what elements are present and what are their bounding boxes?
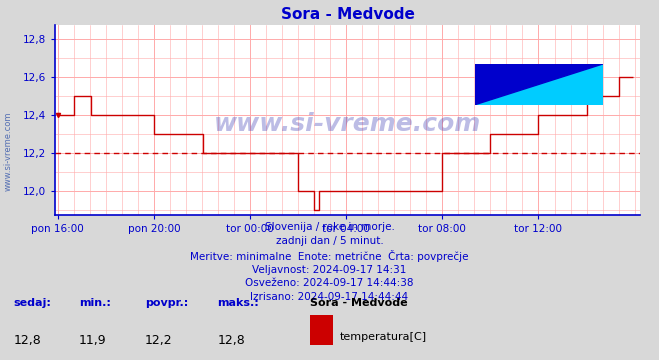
Text: Slovenija / reke in morje.: Slovenija / reke in morje. [264,222,395,233]
Text: www.si-vreme.com: www.si-vreme.com [214,112,481,136]
Text: Osveženo: 2024-09-17 14:44:38: Osveženo: 2024-09-17 14:44:38 [245,278,414,288]
Text: zadnji dan / 5 minut.: zadnji dan / 5 minut. [275,236,384,246]
Text: 12,2: 12,2 [145,334,173,347]
Bar [310,315,333,345]
Text: 11,9: 11,9 [79,334,107,347]
Text: povpr.:: povpr.: [145,298,188,309]
Polygon shape [474,64,604,105]
Text: Veljavnost: 2024-09-17 14:31: Veljavnost: 2024-09-17 14:31 [252,265,407,275]
Text: 12,8: 12,8 [13,334,41,347]
Polygon shape [474,64,604,105]
Text: temperatura[C]: temperatura[C] [339,332,426,342]
Text: Sora - Medvode: Sora - Medvode [310,298,407,309]
Text: min.:: min.: [79,298,111,309]
Text: Izrisano: 2024-09-17 14:44:44: Izrisano: 2024-09-17 14:44:44 [250,292,409,302]
Text: www.si-vreme.com: www.si-vreme.com [4,112,13,191]
Title: Sora - Medvode: Sora - Medvode [281,8,415,22]
Text: maks.:: maks.: [217,298,259,309]
Polygon shape [474,64,604,105]
Text: sedaj:: sedaj: [13,298,51,309]
Text: 12,8: 12,8 [217,334,245,347]
Text: Meritve: minimalne  Enote: metrične  Črta: povprečje: Meritve: minimalne Enote: metrične Črta:… [190,251,469,262]
